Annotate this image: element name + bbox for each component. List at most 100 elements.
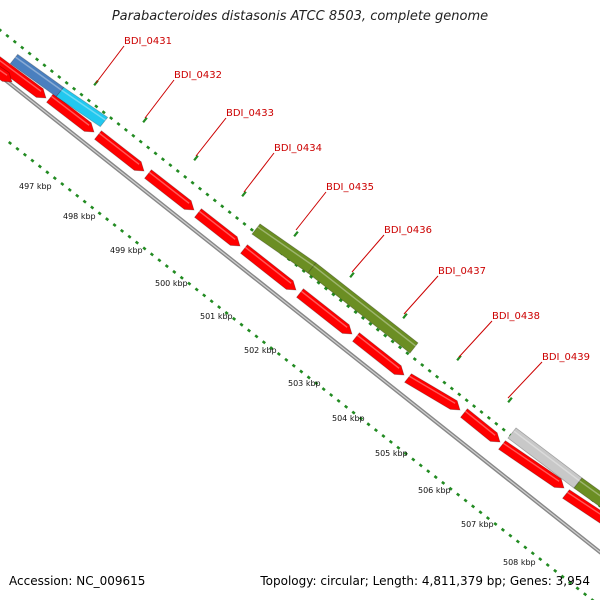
inner-tick-mark [52,176,57,181]
map-title: Parabacteroides distasonis ATCC 8503, co… [111,9,489,24]
inner-tick-mark [299,369,304,374]
inner-tick-mark [157,258,162,263]
outer-tick-mark [79,92,84,97]
outer-tick-mark [383,333,388,338]
inner-tick-mark [568,580,573,585]
gene-label-text: BDI_0438 [492,311,540,322]
outer-tick-mark [316,280,321,285]
outer-tick-mark [72,86,77,91]
major-tick-mark [241,190,247,198]
outer-tick-mark [5,33,10,38]
inner-tick-mark [388,439,393,444]
inner-tick-mark [545,562,550,567]
gene-block-blue-highlight [15,56,62,91]
outer-tick-mark [34,57,40,62]
inner-tick-mark [329,393,334,398]
inner-tick-mark [112,223,117,228]
gene-label-text: BDI_0433 [226,108,274,119]
cds-arrow-highlight [502,442,560,482]
inner-tick-mark [75,193,80,198]
gene-block-cyan-highlight [61,89,106,121]
outer-tick-mark [353,310,358,315]
inner-tick-mark [187,281,192,286]
cds-arrow [194,208,241,247]
inner-tick-mark [172,269,177,274]
outer-tick-mark [212,198,217,203]
label-leader-line [458,320,493,358]
inner-tick-mark [239,322,244,327]
cds-arrow [46,93,95,133]
kbp-label-text: 500 kbp [155,279,188,288]
inner-tick-mark [344,404,349,409]
outer-tick-mark [175,169,180,174]
outer-tick-mark [27,51,32,56]
outer-tick-mark [227,210,232,215]
label-leader-line [95,45,125,84]
inner-tick-mark [97,211,102,216]
outer-tick-mark [94,104,99,109]
inner-tick-mark [67,187,72,192]
inner-tick-mark [411,457,416,462]
inner-tick-mark [261,340,266,345]
outer-tick-mark [442,380,447,385]
outer-tick-mark [420,362,425,367]
inner-tick-mark [426,469,431,474]
inner-tick-mark [560,574,565,579]
outer-tick-mark [146,145,151,150]
cds-arrow [498,440,565,489]
inner-tick-mark [441,480,446,485]
inner-tick-mark [217,305,222,310]
cds-arrow-highlight [566,491,600,515]
gene-label-text: BDI_0431 [124,36,172,47]
gene-label-text: BDI_0434 [274,143,322,154]
cds-arrow-edge-highlight [0,69,8,76]
outer-tick-mark [405,351,410,356]
cds-arrow-highlight [0,59,42,92]
inner-tick-mark [119,228,125,233]
outer-tick-mark [20,45,25,50]
inner-tick-mark [575,586,580,591]
gene-label-text: BDI_0432 [174,70,222,81]
outer-tick-mark [301,268,306,273]
outer-tick-mark [64,80,69,85]
cds-arrow-edge [0,65,13,83]
outer-tick-mark [457,392,462,397]
outer-tick-mark [190,180,195,185]
outer-tick-mark [0,28,3,33]
inner-tick-mark [418,463,423,468]
outer-tick-mark [397,345,403,350]
label-leaders [95,45,543,399]
inner-tick-mark [7,140,13,146]
outer-tick-mark [479,409,484,414]
outer-tick-mark [449,386,454,391]
inner-tick-mark [82,199,87,204]
inner-tick-mark [269,346,274,351]
outer-tick-mark [427,368,432,373]
cds-arrow-highlight [300,290,348,328]
cds-arrow-highlight [148,171,190,204]
gene-label-text: BDI_0439 [542,352,590,363]
inner-tick-mark [142,246,147,251]
major-tick-mark [349,271,355,279]
inner-tick-mark [306,375,311,380]
inner-tick-mark [254,334,259,339]
cds-arrow-highlight [356,334,400,369]
inner-tick-mark [276,351,281,356]
inner-tick-mark [515,539,520,544]
cds-arrow [352,332,405,376]
genome-backbone [0,73,600,555]
inner-tick-mark [246,328,252,333]
inner-tick-track [7,140,595,600]
outer-tick-mark [309,274,314,279]
kbp-label-text: 503 kbp [288,379,321,388]
inner-tick-mark [202,293,207,298]
cds-arrow [296,288,353,335]
outer-tick-mark [49,69,54,74]
major-tick-mark [193,154,199,162]
label-leader-line [403,275,439,315]
label-leader-line [243,152,275,193]
kbp-label-text: 497 kbp [19,182,52,191]
inner-tick-mark [433,475,438,480]
